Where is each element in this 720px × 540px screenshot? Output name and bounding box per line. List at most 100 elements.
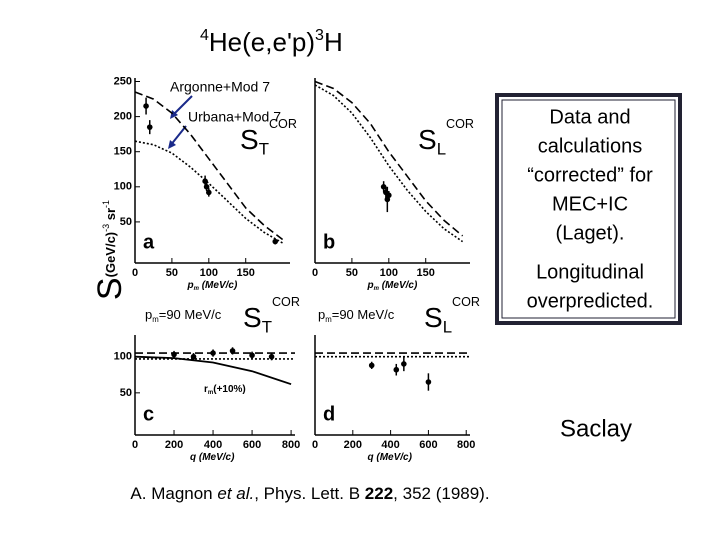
text-main: p — [145, 307, 152, 322]
x-tick-label: 600 — [243, 439, 261, 451]
citation: A. Magnon et al., Phys. Lett. B 222, 352… — [130, 484, 489, 503]
text-sup: COR — [446, 118, 474, 132]
x-tick-label: 150 — [417, 267, 435, 279]
x-tick-label: 150 — [237, 267, 255, 279]
panel-text: SLCOR — [424, 296, 480, 337]
data-point — [229, 348, 236, 354]
panel-tag: d — [323, 403, 335, 425]
text-main: q — [190, 452, 196, 463]
annotation: Urbana+Mod 7 — [188, 109, 281, 125]
curve — [314, 84, 464, 243]
text-sup: COR — [452, 296, 480, 310]
text-sub: L — [443, 318, 452, 337]
curve — [134, 355, 292, 386]
data-point — [146, 124, 153, 130]
data-point — [143, 103, 149, 109]
text-main: p — [367, 280, 374, 291]
y-tick-label: 100 — [114, 351, 132, 363]
note-line: MEC+IC — [552, 193, 628, 215]
text-main: S — [240, 124, 259, 155]
y-tick-label: 250 — [114, 75, 132, 87]
x-tick-label: 100 — [380, 267, 398, 279]
y-label-exp: -1 — [101, 200, 111, 208]
y-label-exp: -3 — [101, 224, 111, 232]
arrow-head — [168, 140, 176, 149]
text-main: q — [368, 452, 374, 463]
panel-text: q (MeV/c) — [368, 452, 413, 463]
note-box-inner — [501, 99, 676, 319]
slide-title: 4He(e,e'p)3H — [200, 27, 343, 57]
text-main: S — [424, 302, 443, 333]
citation-part: et al. — [217, 484, 254, 503]
x-tick-label: 400 — [381, 439, 399, 451]
x-tick-label: 200 — [165, 439, 183, 451]
y-label-main: S — [91, 277, 129, 300]
note-text: Data and calculations “corrected” for MEC+I… — [527, 106, 654, 312]
x-tick-label: 0 — [132, 439, 138, 451]
data-point — [210, 350, 216, 356]
text-rest: (MeV/c) — [379, 280, 418, 291]
citation-part: , Phys. Lett. B — [254, 484, 365, 503]
annotation: Argonne+Mod 7 — [170, 79, 270, 95]
y-tick-label: 100 — [114, 181, 132, 193]
curve — [314, 80, 464, 237]
x-tick-label: 50 — [346, 267, 358, 279]
text-sub: m — [374, 286, 380, 292]
note-line: overpredicted. — [527, 290, 654, 312]
text-sub: m — [208, 390, 213, 396]
text-sup: COR — [272, 296, 300, 310]
text-sub: m — [325, 315, 332, 324]
panel-text: SLCOR — [418, 118, 474, 159]
text-sub: L — [437, 140, 446, 159]
data-point — [368, 362, 375, 369]
text-main: S — [243, 302, 262, 333]
note-box — [495, 93, 682, 325]
note-line: Longitudinal — [536, 261, 644, 283]
x-tick-label: 50 — [166, 267, 178, 279]
text-main: p — [187, 280, 194, 291]
data-point — [401, 361, 407, 367]
x-tick-label: 800 — [282, 439, 300, 451]
data-point — [206, 189, 212, 196]
panel-tag: c — [143, 403, 154, 425]
y-tick-label: 200 — [114, 111, 132, 123]
note-line: calculations — [538, 135, 643, 157]
citation-part: A. Magnon — [130, 484, 217, 503]
text-rest: =90 MeV/c — [332, 307, 395, 322]
curve — [134, 91, 284, 241]
data-point — [425, 379, 432, 385]
text-main: S — [418, 124, 437, 155]
citation-part: , 352 (1989). — [393, 484, 489, 503]
x-tick-label: 0 — [132, 267, 138, 279]
y-axis-label: S(GeV/c)-3 sr-1 — [91, 200, 129, 300]
data-point — [393, 366, 400, 373]
panel-tag: b — [323, 231, 335, 253]
data-point — [380, 184, 387, 190]
data-point — [249, 352, 255, 359]
y-label-unit: (GeV/c) — [103, 232, 118, 278]
panel-text: STCOR — [243, 296, 300, 337]
panel-text: pm=90 MeV/c — [318, 307, 395, 324]
curve — [134, 140, 283, 244]
data-point — [202, 178, 208, 184]
panel-tag: a — [143, 231, 155, 253]
data-point — [190, 353, 197, 360]
lab-label: Saclay — [560, 415, 632, 442]
text-rest: (MeV/c) — [374, 452, 413, 463]
data-point — [272, 238, 279, 245]
text-main: r — [204, 384, 208, 395]
panel-text: STCOR — [240, 118, 297, 159]
data-point — [203, 184, 210, 190]
title-text: H — [324, 27, 343, 57]
data-point — [386, 192, 392, 199]
panel-text: pm (MeV/c) — [367, 280, 418, 292]
panel-text: q (MeV/c) — [190, 452, 235, 463]
text-sub: T — [259, 140, 269, 159]
panel-text: pm (MeV/c) — [187, 280, 238, 292]
panel-text: rm(+10%) — [204, 384, 246, 396]
x-tick-label: 200 — [344, 439, 362, 451]
x-tick-label: 400 — [204, 439, 222, 451]
x-tick-label: 800 — [457, 439, 475, 451]
data-point — [268, 353, 275, 360]
